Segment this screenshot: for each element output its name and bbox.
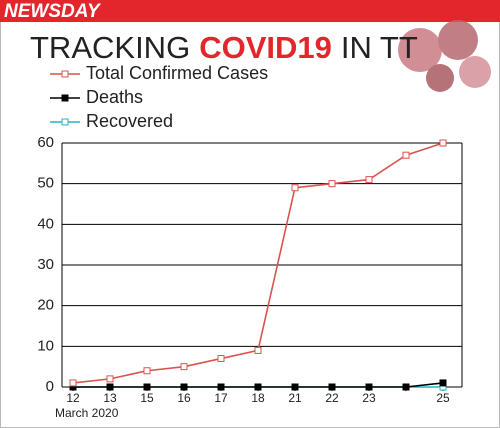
x-tick-label: 18 <box>251 391 265 405</box>
point-marker <box>180 383 188 391</box>
x-tick-label: 12 <box>66 391 80 405</box>
point-marker <box>439 379 447 387</box>
point-marker <box>180 363 188 371</box>
y-tick-label: 60 <box>37 134 54 151</box>
point-marker <box>143 367 151 375</box>
point-marker <box>106 383 114 391</box>
x-tick-label: 22 <box>325 391 339 405</box>
title-pre: TRACKING <box>30 30 190 65</box>
x-tick-label: 21 <box>288 391 302 405</box>
title-highlight: COVID19 <box>199 30 332 65</box>
legend-label: Total Confirmed Cases <box>86 63 268 83</box>
point-marker <box>402 151 410 159</box>
legend-label: Recovered <box>86 111 173 131</box>
point-marker <box>254 383 262 391</box>
point-marker <box>365 383 373 391</box>
point-marker <box>328 383 336 391</box>
virus-art <box>398 20 491 92</box>
x-tick-label: 23 <box>362 391 376 405</box>
y-tick-label: 20 <box>37 297 54 314</box>
x-tick-label: 17 <box>214 391 228 405</box>
point-marker <box>106 375 114 383</box>
y-tick-label: 30 <box>37 256 54 273</box>
point-marker <box>402 383 410 391</box>
legend-marker <box>61 70 69 78</box>
title-post: IN TT <box>341 30 418 65</box>
x-tick-label: 25 <box>436 391 450 405</box>
point-marker <box>143 383 151 391</box>
point-marker <box>328 180 336 188</box>
banner <box>0 0 500 22</box>
brand: NEWSDAY <box>4 1 102 22</box>
point-marker <box>254 346 262 354</box>
x-tick-label: 15 <box>140 391 154 405</box>
point-marker <box>217 355 225 363</box>
chart-title: TRACKING COVID19 IN TT <box>30 30 418 65</box>
y-tick-label: 40 <box>37 215 54 232</box>
point-marker <box>291 184 299 192</box>
point-marker <box>217 383 225 391</box>
y-tick-label: 0 <box>46 378 54 395</box>
x-axis-label: March 2020 <box>55 406 119 420</box>
point-marker <box>439 139 447 147</box>
point-marker <box>365 176 373 184</box>
legend-label: Deaths <box>86 87 143 107</box>
legend-marker <box>61 118 69 126</box>
point-marker <box>69 379 77 387</box>
x-tick-label: 16 <box>177 391 191 405</box>
y-tick-label: 10 <box>37 337 54 354</box>
legend-marker <box>61 94 69 102</box>
point-marker <box>291 383 299 391</box>
y-tick-label: 50 <box>37 175 54 192</box>
x-tick-label: 13 <box>103 391 117 405</box>
